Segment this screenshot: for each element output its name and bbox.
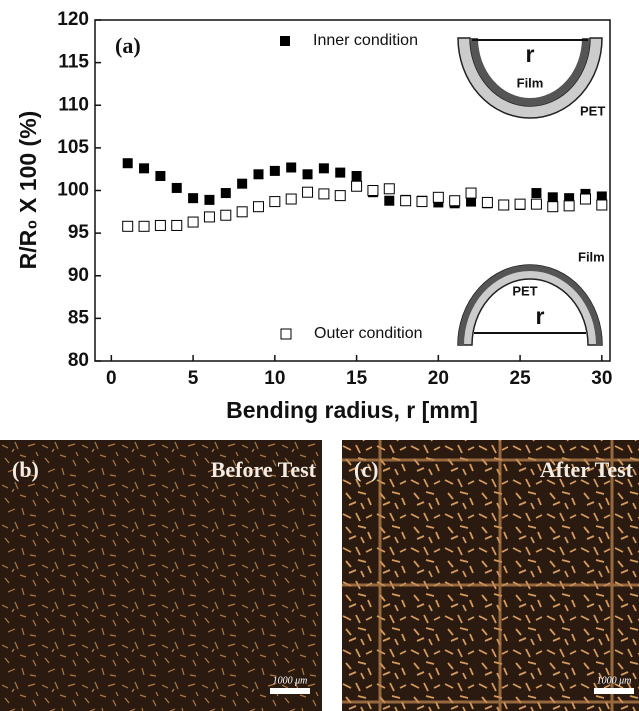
data-point (449, 195, 461, 207)
data-point (530, 198, 542, 210)
data-point (466, 196, 477, 207)
data-point (514, 198, 526, 210)
data-point (596, 191, 607, 202)
legend-marker (280, 328, 292, 340)
data-point (122, 220, 134, 232)
data-point (237, 178, 248, 189)
data-point (465, 187, 477, 199)
image-caption: After Test (540, 457, 634, 482)
y-tick-label: 90 (68, 265, 89, 286)
data-point (318, 188, 330, 200)
data-point (171, 219, 183, 231)
x-tick-label: 5 (188, 368, 199, 389)
data-point (253, 169, 264, 180)
scale-label: 1000 μm (273, 675, 308, 686)
data-point (334, 190, 346, 202)
data-point (579, 193, 591, 205)
inset-pet: PET (580, 103, 605, 118)
data-point (596, 199, 608, 211)
data-point (416, 196, 428, 208)
data-point (138, 220, 150, 232)
image-caption: Before Test (211, 457, 317, 482)
data-point (302, 186, 314, 198)
x-axis-label: Bending radius, r [mm] (226, 397, 478, 423)
x-tick-label: 20 (428, 368, 449, 389)
data-point (155, 171, 166, 182)
x-tick-label: 15 (346, 368, 368, 389)
x-tick-label: 10 (264, 368, 285, 389)
x-tick-label: 0 (106, 368, 117, 389)
x-tick-label: 25 (510, 368, 532, 389)
inset-r: r (536, 303, 545, 329)
y-tick-label: 105 (57, 137, 89, 158)
y-tick-label: 115 (58, 52, 89, 73)
data-point (220, 188, 231, 199)
data-point (269, 165, 280, 176)
inset-film: Film (578, 249, 605, 264)
data-point (122, 158, 133, 169)
legend-label: Outer condition (314, 325, 423, 342)
y-axis-label: R/R₀ X 100 (%) (15, 111, 41, 270)
data-point (220, 209, 232, 221)
data-point (335, 167, 346, 178)
data-point (432, 191, 444, 203)
data-point (154, 219, 166, 231)
inset-outer: r PET Film (457, 249, 605, 346)
data-point (269, 196, 281, 208)
image-label: (c) (354, 457, 378, 482)
inset-film: Film (517, 75, 544, 90)
data-point (188, 193, 199, 204)
data-point (383, 183, 395, 195)
y-tick-label: 85 (68, 307, 90, 328)
image-label: (b) (12, 457, 39, 482)
inset-inner: r Film PET (457, 37, 605, 119)
data-point (139, 163, 150, 174)
chart: (a) Bending radius, r [mm] R/R₀ X 100 (%… (15, 19, 611, 423)
data-point (204, 194, 215, 205)
data-point (564, 193, 575, 204)
data-point (286, 162, 297, 173)
data-point (367, 185, 379, 196)
y-tick-label: 80 (68, 350, 89, 371)
data-point (187, 216, 199, 228)
image-c: (c) After Test 1000 μm (342, 440, 639, 711)
data-point (563, 200, 575, 212)
data-point (302, 169, 313, 180)
data-point (318, 163, 329, 174)
data-point (252, 201, 264, 213)
inset-r: r (526, 41, 535, 67)
y-tick-label: 120 (57, 9, 89, 30)
data-point (351, 171, 362, 182)
data-point (498, 199, 510, 211)
data-point (547, 192, 558, 203)
data-point (236, 206, 248, 218)
data-point (400, 195, 412, 207)
legend-marker (280, 36, 290, 46)
y-tick-label: 110 (58, 94, 89, 115)
legend-label: Inner condition (313, 32, 418, 49)
data-point (547, 201, 559, 213)
data-point (285, 193, 297, 205)
image-b: (b) Before Test 1000 μm (0, 440, 322, 711)
data-point (531, 188, 542, 199)
x-tick-label: 30 (591, 368, 612, 389)
inset-pet: PET (512, 283, 537, 298)
data-point (481, 196, 493, 208)
y-tick-label: 95 (68, 222, 90, 243)
scale-label: 1000 μm (597, 675, 632, 686)
panel-label: (a) (115, 33, 141, 58)
data-point (384, 195, 395, 206)
data-point (351, 180, 363, 192)
data-point (171, 182, 182, 193)
y-tick-label: 100 (57, 180, 89, 201)
data-point (203, 211, 215, 223)
